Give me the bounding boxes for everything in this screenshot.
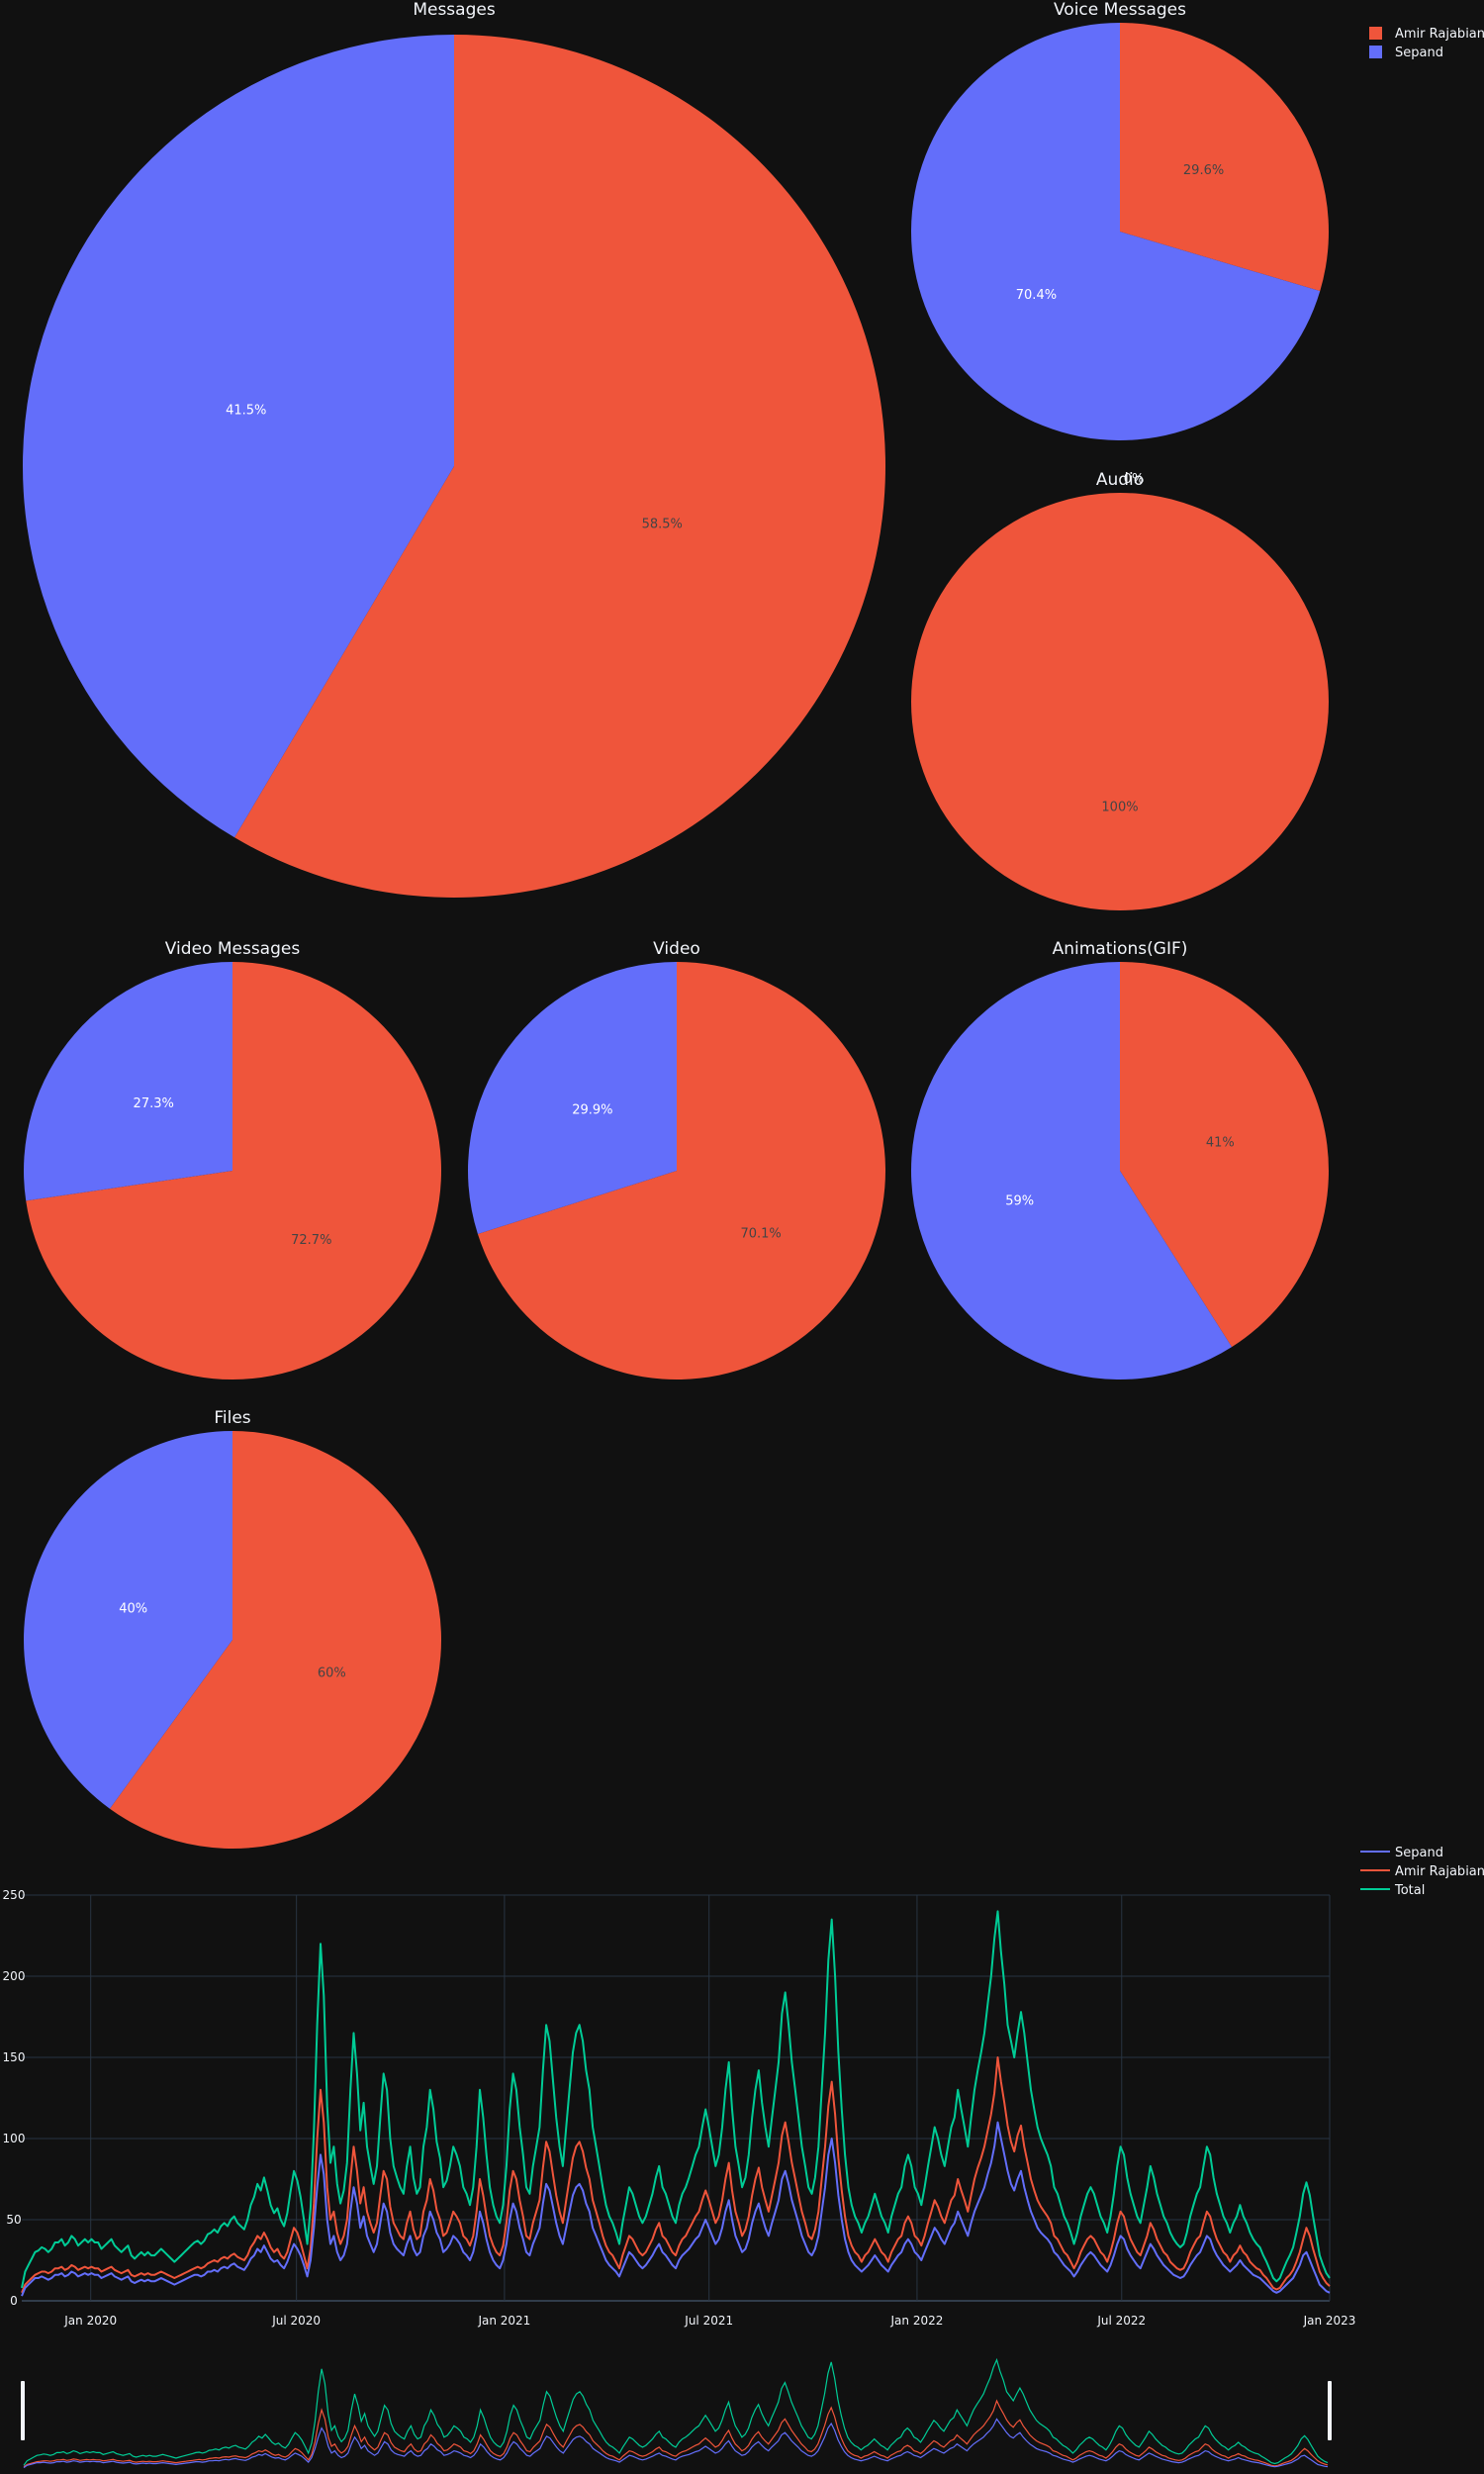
range-slider[interactable] <box>21 2357 1332 2469</box>
pie-audio: 100% 0% <box>911 472 1329 910</box>
line-chart-x-axis: Jan 2020 Jul 2020 Jan 2021 Jul 2021 Jan 2022… <box>63 2314 1355 2328</box>
range-slider-line-sepand <box>23 2418 1329 2469</box>
pie-slice-amir-rajabian[interactable] <box>1120 962 1330 1348</box>
pie-video: 70.1% 29.9% <box>467 962 885 1380</box>
pie-slice-amir-rajabian[interactable] <box>1120 23 1329 292</box>
y-tick-label: 200 <box>3 1969 26 1983</box>
pie-label-sepand: 40% <box>119 1601 147 1616</box>
pie-slice-sepand[interactable] <box>910 23 1321 440</box>
pie-slice-sepand[interactable] <box>467 962 677 1234</box>
pie-label-sepand: 70.4% <box>1016 288 1057 303</box>
pie-slice-amir-rajabian[interactable] <box>477 962 885 1380</box>
pie-slice-amir-rajabian[interactable] <box>109 1431 441 1849</box>
pie-label-amir-rajabian: 100% <box>1101 801 1138 815</box>
series-line-amir-rajabian[interactable] <box>21 2056 1331 2294</box>
pie-slice-sepand[interactable] <box>23 962 232 1201</box>
pie-title-files: Files <box>214 1408 250 1428</box>
legend-swatch-amir[interactable] <box>1369 27 1382 40</box>
x-tick-label: Jan 2021 <box>477 2314 530 2328</box>
pie-label-amir-rajabian: 60% <box>318 1666 346 1681</box>
x-tick-label: Jul 2021 <box>684 2314 733 2328</box>
line-chart-grid <box>22 1894 1331 2302</box>
pie-label-sepand: 0% <box>1124 472 1145 487</box>
pie-title-animations: Animations(GIF) <box>1053 939 1188 959</box>
pie-slice-sepand[interactable] <box>23 1431 233 1809</box>
pie-label-amir-rajabian: 58.5% <box>642 518 683 532</box>
pie-slice-amir-rajabian[interactable] <box>26 962 442 1380</box>
pie-title-messages: Messages <box>413 0 496 20</box>
pie-title-voice-messages: Voice Messages <box>1054 0 1186 20</box>
legend-line-label-sepand[interactable]: Sepand <box>1395 1846 1443 1860</box>
pie-label-sepand: 59% <box>1005 1193 1034 1208</box>
pie-slice-amir-rajabian[interactable] <box>234 35 886 898</box>
range-slider-preview <box>23 2357 1329 2469</box>
pie-files: 60% 40% <box>23 1431 441 1849</box>
pie-slice-sepand[interactable] <box>911 962 1233 1380</box>
pie-label-sepand: 29.9% <box>572 1103 612 1118</box>
range-slider-track[interactable] <box>22 2375 1330 2469</box>
pie-messages: 58.5% 41.5% <box>23 35 886 898</box>
series-line-total[interactable] <box>21 1910 1331 2289</box>
x-tick-label: Jan 2022 <box>890 2314 944 2328</box>
pie-label-amir-rajabian: 41% <box>1206 1136 1235 1151</box>
range-slider-right-handle[interactable] <box>1328 2381 1332 2440</box>
series-line-sepand[interactable] <box>21 2121 1331 2297</box>
pie-title-video-messages: Video Messages <box>165 939 301 959</box>
pie-label-amir-rajabian: 70.1% <box>740 1226 781 1241</box>
pie-animations: 41% 59% <box>911 962 1330 1380</box>
legend-swatch-sepand[interactable] <box>1369 46 1382 58</box>
pie-title-video: Video <box>653 939 700 959</box>
pie-video-messages: 72.7% 27.3% <box>23 962 442 1380</box>
x-tick-label: Jan 2023 <box>1303 2314 1356 2328</box>
pie-title-audio: Audio <box>1096 470 1144 490</box>
pie-label-amir-rajabian: 29.6% <box>1183 163 1224 178</box>
range-slider-line-amir-rajabian <box>23 2399 1329 2468</box>
pie-label-amir-rajabian: 72.7% <box>291 1233 331 1248</box>
legend-line-label-total[interactable]: Total <box>1394 1883 1425 1898</box>
pie-legend[interactable]: Amir Rajabian Sepand <box>1369 27 1484 60</box>
line-chart-y-axis: 0 50 100 150 200 250 <box>3 1888 26 2308</box>
line-legend[interactable]: Sepand Amir Rajabian Total <box>1360 1846 1484 1898</box>
y-tick-label: 50 <box>6 2213 21 2227</box>
pie-label-sepand: 27.3% <box>134 1096 174 1111</box>
line-chart-plot-area[interactable] <box>21 1910 1331 2297</box>
y-tick-label: 0 <box>10 2294 18 2308</box>
range-slider-left-handle[interactable] <box>21 2381 25 2440</box>
x-tick-label: Jul 2022 <box>1096 2314 1146 2328</box>
pie-slice-amir-rajabian[interactable] <box>911 493 1329 910</box>
y-tick-label: 250 <box>3 1888 26 1902</box>
x-tick-label: Jan 2020 <box>63 2314 117 2328</box>
y-tick-label: 100 <box>3 2132 26 2145</box>
pie-label-sepand: 41.5% <box>226 403 266 418</box>
legend-label-sepand[interactable]: Sepand <box>1395 46 1443 60</box>
legend-line-label-amir[interactable]: Amir Rajabian <box>1395 1864 1484 1879</box>
legend-label-amir[interactable]: Amir Rajabian <box>1395 27 1484 42</box>
pie-slice-sepand[interactable] <box>23 35 455 838</box>
pie-voice-messages: 29.6% 70.4% <box>910 23 1329 440</box>
x-tick-label: Jul 2020 <box>271 2314 321 2328</box>
range-slider-line-total <box>23 2357 1329 2466</box>
y-tick-label: 150 <box>3 2050 26 2064</box>
